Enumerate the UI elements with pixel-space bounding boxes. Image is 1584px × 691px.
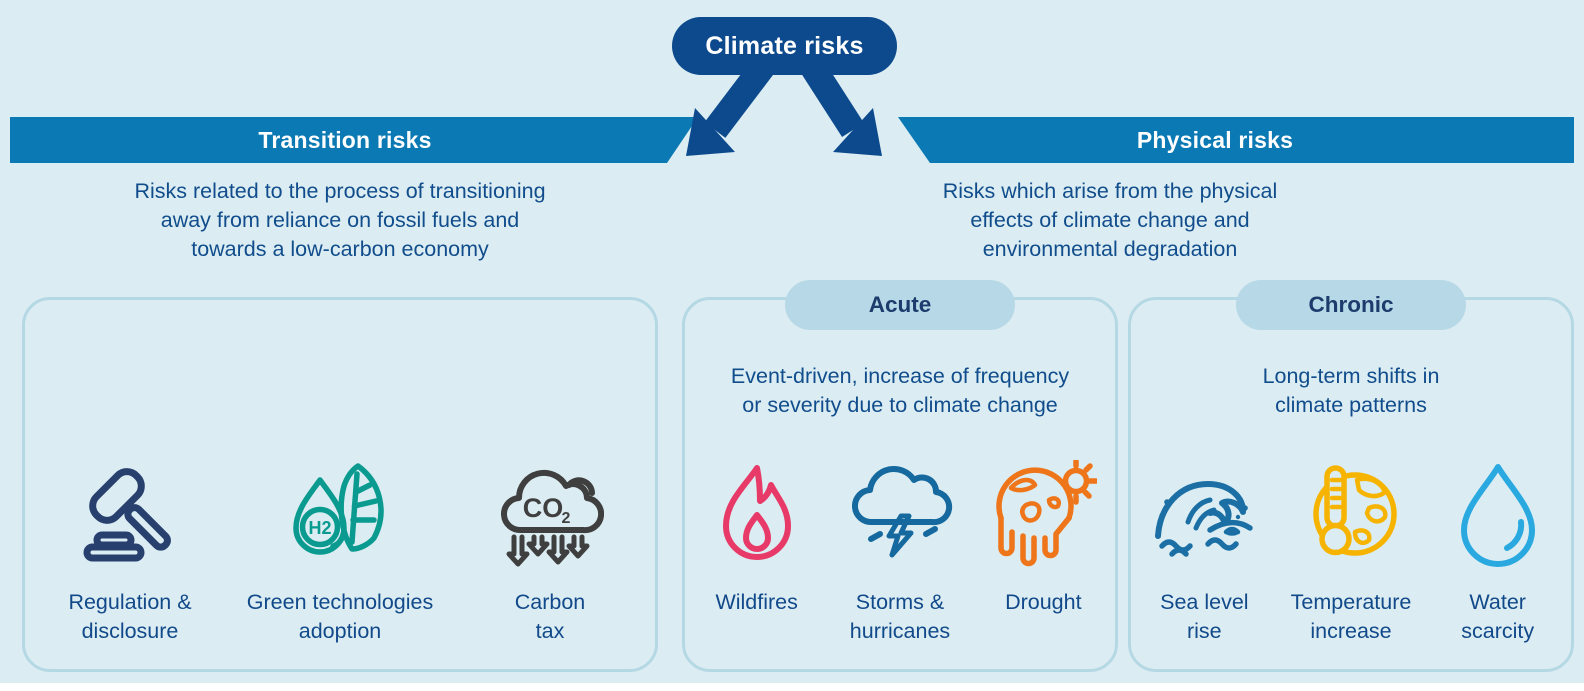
root-node: Climate risks (672, 17, 897, 75)
chronic-description: Long-term shifts in climate patterns (1262, 364, 1440, 417)
water-drop-icon (1444, 460, 1552, 568)
physical-risks-title: Physical risks (1136, 126, 1294, 153)
hydrogen-icon-text: H2 (308, 518, 331, 538)
branch-arrows (686, 60, 882, 156)
co2-icon-text: CO (523, 493, 564, 523)
transition-box-spacer (25, 362, 655, 422)
root-node-label: Climate risks (705, 31, 864, 60)
item-label: Green technologies adoption (246, 590, 434, 643)
item-label: Drought (1005, 590, 1082, 614)
item-label: Storms & hurricanes (849, 590, 951, 643)
chronic-tab: Chronic (1236, 280, 1466, 330)
item-label: Water scarcity (1461, 590, 1535, 643)
acute-tab-label: Acute (868, 292, 932, 317)
chronic-tab-label: Chronic (1308, 292, 1394, 317)
list-item-sea-level-rise: Sea level rise (1131, 460, 1278, 646)
transition-risks-box: Regulation & disclosure H2 (22, 297, 658, 672)
list-item-regulation-disclosure: Regulation & disclosure (25, 460, 235, 646)
list-item-temperature-increase: Temperature increase (1278, 460, 1425, 646)
item-label: Sea level rise (1160, 590, 1249, 643)
item-label: Temperature increase (1290, 590, 1412, 643)
melting-globe-sun-icon (989, 460, 1098, 568)
transition-risks-title: Transition risks (258, 126, 432, 153)
thermometer-globe-icon (1297, 460, 1405, 568)
acute-tab: Acute (785, 280, 1015, 330)
gavel-icon (76, 460, 184, 568)
list-item-drought: Drought (972, 460, 1115, 646)
hydrogen-droplet-leaf-icon: H2 (286, 460, 394, 568)
bottom-white-strip (0, 683, 1584, 691)
list-item-green-technologies: H2 Green technologies adoption (235, 460, 445, 646)
co2-cloud-arrows-icon: CO 2 (496, 460, 604, 568)
acute-description: Event-driven, increase of frequency or s… (730, 364, 1070, 417)
acute-items-row: Wildfires Storms & hurricanes (685, 460, 1115, 646)
transition-items-row: Regulation & disclosure H2 (25, 460, 655, 646)
list-item-storms-hurricanes: Storms & hurricanes (828, 460, 971, 646)
transition-risks-description: Risks related to the process of transiti… (134, 179, 546, 261)
flame-icon (703, 460, 811, 568)
ocean-wave-icon (1150, 460, 1258, 568)
list-item-wildfires: Wildfires (685, 460, 828, 646)
item-label: Regulation & disclosure (68, 590, 192, 643)
physical-risks-banner: Physical risks (898, 117, 1574, 163)
physical-risks-description: Risks which arise from the physical effe… (942, 179, 1278, 261)
storm-cloud-lightning-icon (846, 460, 954, 568)
chronic-risks-box: Long-term shifts in climate patterns (1128, 297, 1574, 672)
co2-icon-subscript: 2 (562, 510, 571, 527)
acute-risks-box: Event-driven, increase of frequency or s… (682, 297, 1118, 672)
item-label: Carbon tax (514, 590, 586, 643)
chronic-items-row: Sea level rise (1131, 460, 1571, 646)
list-item-carbon-tax: CO 2 Carbon tax (445, 460, 655, 646)
list-item-water-scarcity: Water scarcity (1424, 460, 1571, 646)
item-label: Wildfires (715, 590, 798, 614)
transition-risks-banner: Transition risks (10, 117, 698, 163)
